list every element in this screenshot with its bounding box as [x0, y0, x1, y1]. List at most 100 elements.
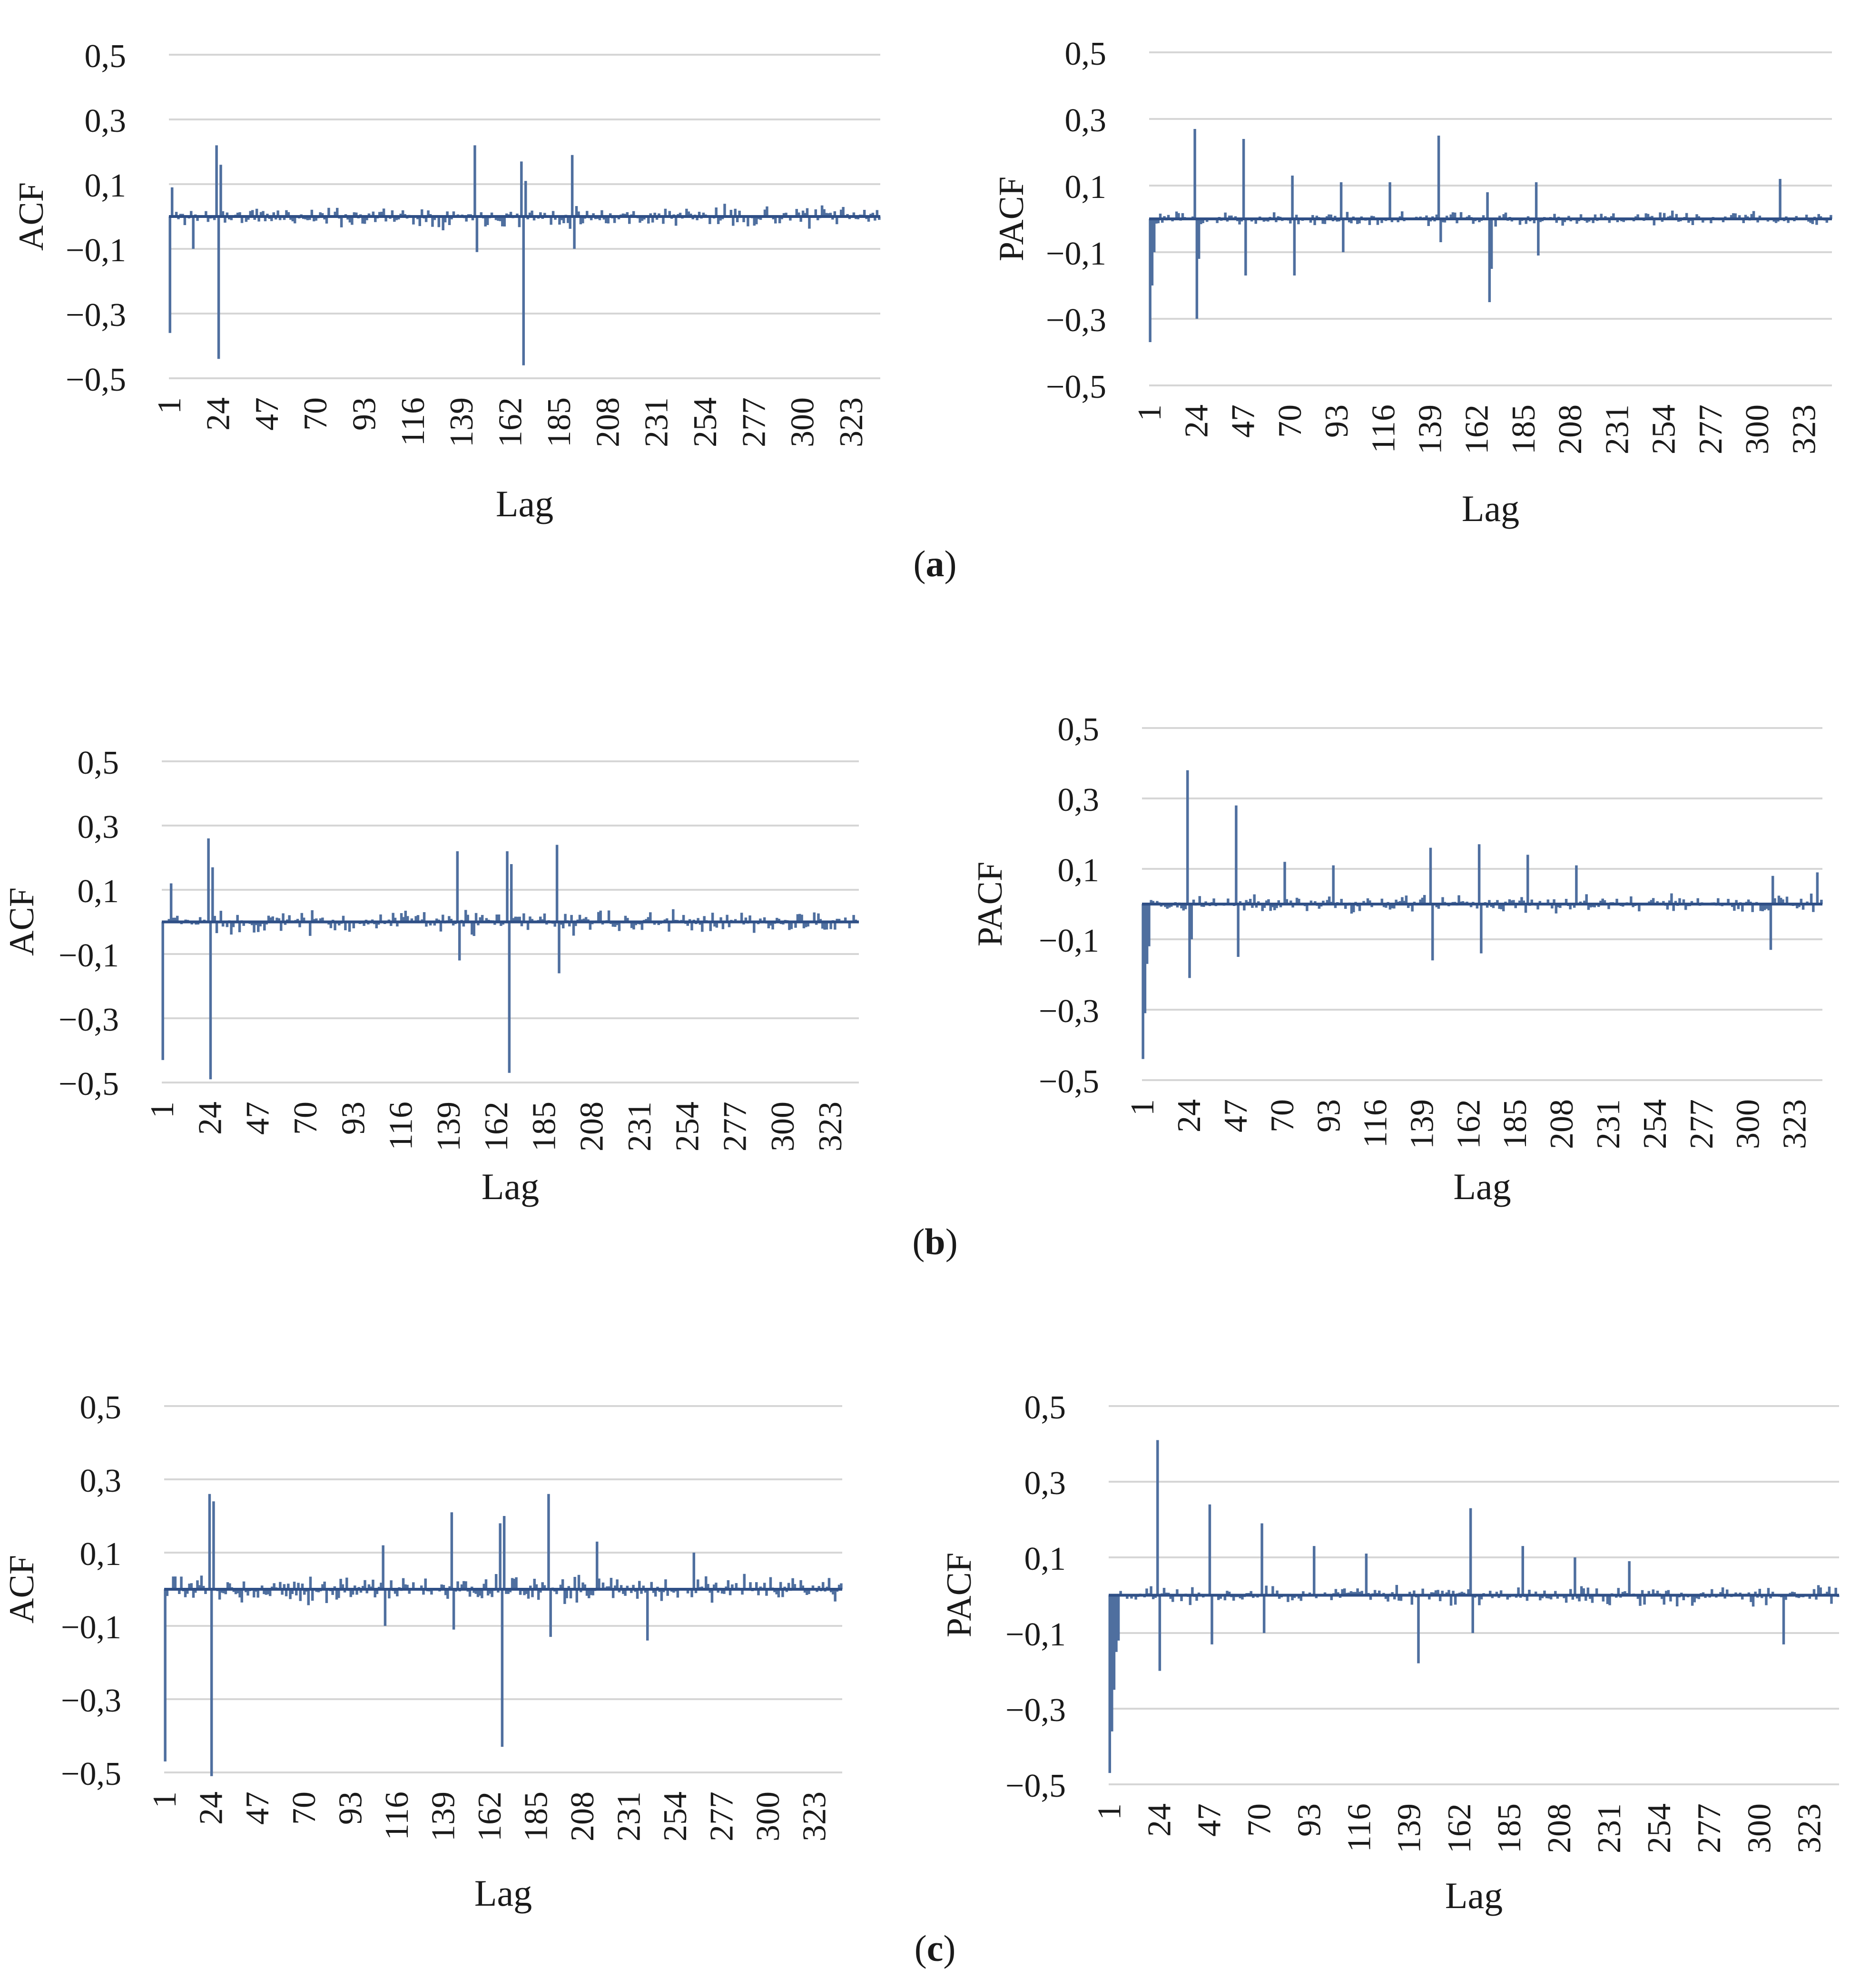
- x-tick-label: 139: [443, 397, 480, 447]
- chart-c-pacf: 0,5 0,3 0,1 −0,1 −0,3 −0,5 PACF 1 24 47 70 93 116 139…: [940, 1389, 1840, 1916]
- x-tick-label: 300: [1741, 1803, 1778, 1853]
- x-tick-label: 231: [639, 397, 675, 447]
- x-tick-label: 323: [812, 1102, 849, 1151]
- x-tick-label: 116: [379, 1791, 415, 1840]
- x-tick-label: 24: [1178, 404, 1215, 438]
- x-tick-label: 24: [193, 1791, 230, 1825]
- x-tick-label: 162: [1450, 1099, 1487, 1149]
- x-tick-label: 1: [144, 1102, 181, 1118]
- x-tick-label: 1: [147, 1791, 183, 1808]
- x-tick-label: 70: [1241, 1803, 1278, 1837]
- x-tick-label: 254: [1637, 1099, 1673, 1149]
- caption-b: (b): [912, 1221, 958, 1262]
- x-tick-label: 47: [1218, 1099, 1254, 1132]
- x-tick-label: 208: [590, 397, 626, 447]
- y-tick-label: 0,3: [1058, 782, 1100, 818]
- x-tick-label: 93: [1319, 404, 1355, 438]
- y-tick-label: −0,1: [1046, 236, 1106, 272]
- x-tick-label: 323: [797, 1791, 833, 1841]
- x-tick-label: 185: [1491, 1803, 1528, 1853]
- y-tick-label: 0,1: [80, 1536, 122, 1573]
- y-tick-label: 0,5: [80, 1389, 122, 1426]
- x-tick-label: 47: [249, 397, 285, 431]
- x-tick-label: 47: [240, 1102, 276, 1135]
- x-tick-label: 323: [1791, 1803, 1828, 1853]
- x-tick-label: 208: [1541, 1803, 1578, 1853]
- x-tick-label: 139: [425, 1791, 462, 1841]
- x-tick-label: 300: [750, 1791, 787, 1841]
- x-axis-label: Lag: [496, 483, 553, 524]
- y-tick-label: −0,3: [1039, 993, 1099, 1030]
- y-tick-label: −0,1: [1039, 923, 1099, 959]
- x-tick-label: 1: [151, 397, 188, 414]
- chart-b-pacf: 0,5 0,3 0,1 −0,1 −0,3 −0,5 PACF 1 24 47 70 93 116 139…: [971, 711, 1823, 1207]
- x-tick-label: 162: [478, 1102, 515, 1151]
- x-tick-label: 300: [1739, 404, 1776, 454]
- y-tick-label: 0,1: [78, 873, 119, 910]
- x-tick-label: 208: [574, 1102, 610, 1151]
- x-tick-label: 116: [1365, 404, 1402, 453]
- x-tick-label: 139: [1404, 1099, 1440, 1149]
- x-axis-label: Lag: [482, 1166, 539, 1207]
- x-tick-label: 323: [1777, 1099, 1813, 1149]
- y-tick-label: −0,1: [59, 937, 119, 974]
- x-tick-label: 208: [1552, 404, 1589, 454]
- x-tick-label: 116: [395, 397, 432, 446]
- x-tick-label: 300: [785, 397, 821, 447]
- y-tick-label: −0,3: [61, 1683, 121, 1719]
- x-axis-label: Lag: [1445, 1875, 1503, 1916]
- y-tick-label: 0,1: [1024, 1541, 1066, 1577]
- y-tick-label: 0,1: [1065, 169, 1107, 206]
- y-tick-label: −0,5: [1046, 369, 1106, 405]
- chart-b-acf: 0,5 0,3 0,1 −0,1 −0,3 −0,5 ACF 1 24 47 70 93 116 139 1…: [2, 745, 859, 1207]
- x-tick-label: 231: [1591, 1803, 1628, 1853]
- x-tick-label: 70: [1264, 1099, 1301, 1132]
- y-tick-label: −0,5: [1039, 1063, 1099, 1100]
- x-tick-label: 162: [1441, 1803, 1478, 1853]
- x-tick-label: 24: [200, 397, 237, 431]
- y-tick-label: 0,3: [1065, 102, 1107, 139]
- x-tick-label: 116: [1341, 1803, 1378, 1852]
- x-tick-label: 116: [1358, 1099, 1394, 1148]
- caption-c: (c): [914, 1928, 956, 1969]
- x-tick-label: 93: [1291, 1803, 1328, 1837]
- x-tick-label: 231: [611, 1791, 648, 1841]
- x-tick-label: 70: [1272, 404, 1309, 438]
- x-tick-label: 185: [541, 397, 578, 447]
- x-tick-label: 254: [669, 1102, 706, 1151]
- y-tick-label: −0,3: [1046, 302, 1106, 339]
- x-tick-label: 47: [239, 1791, 276, 1825]
- y-axis-label: ACF: [2, 1555, 41, 1624]
- y-tick-label: 0,1: [1058, 852, 1100, 889]
- x-tick-label: 277: [717, 1102, 754, 1151]
- y-tick-label: 0,1: [85, 167, 127, 204]
- y-tick-label: 0,3: [1024, 1465, 1066, 1502]
- y-tick-label: 0,3: [85, 103, 127, 139]
- y-tick-label: 0,5: [85, 38, 127, 75]
- x-tick-label: 300: [1730, 1099, 1767, 1149]
- x-tick-label: 139: [1391, 1803, 1428, 1853]
- x-tick-label: 24: [192, 1102, 228, 1135]
- x-tick-label: 93: [335, 1102, 372, 1135]
- x-tick-label: 254: [657, 1791, 694, 1841]
- x-tick-label: 47: [1225, 404, 1262, 438]
- x-tick-label: 185: [1506, 404, 1542, 454]
- x-tick-label: 1: [1124, 1099, 1161, 1116]
- x-tick-label: 185: [518, 1791, 554, 1841]
- x-tick-label: 254: [687, 397, 724, 447]
- x-tick-label: 254: [1641, 1803, 1678, 1853]
- x-tick-label: 139: [1412, 404, 1449, 454]
- y-tick-label: −0,1: [1005, 1616, 1066, 1653]
- x-tick-label: 93: [332, 1791, 369, 1825]
- chart-a-acf: 0,5 0,3 0,1 −0,1 −0,3 −0,5 ACF 1 24 47 70 93 116 139 1…: [12, 38, 881, 524]
- y-axis-label: ACF: [2, 887, 41, 956]
- x-tick-label: 70: [286, 1791, 323, 1825]
- x-tick-label: 1: [1132, 404, 1168, 421]
- y-tick-label: 0,3: [80, 1463, 122, 1499]
- x-tick-label: 1: [1091, 1803, 1128, 1820]
- y-tick-label: 0,5: [1058, 711, 1100, 748]
- x-tick-label: 47: [1191, 1803, 1228, 1837]
- y-axis-label: PACF: [940, 1553, 979, 1637]
- x-tick-label: 277: [1683, 1099, 1720, 1149]
- y-tick-label: −0,3: [59, 1002, 119, 1038]
